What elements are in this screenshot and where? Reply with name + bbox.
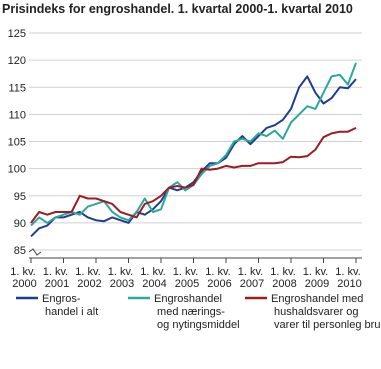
y-tick-label: 125: [8, 28, 26, 40]
legend-label: Engroshandel med nærings- og nytingsmidd…: [154, 293, 240, 331]
x-tick-label: 1. kv. 2006: [204, 266, 232, 290]
series-line: [30, 75, 357, 238]
y-tick-label: 105: [8, 137, 26, 149]
y-tick-label: 120: [8, 55, 26, 67]
x-tick-label: 1. kv. 2002: [74, 266, 102, 290]
x-tick-label: 1. kv. 2005: [172, 266, 200, 290]
x-tick-label: 1. kv. 2003: [107, 266, 135, 290]
x-tick-label: 1. kv. 2010: [334, 266, 362, 290]
x-tick-label: 1. kv. 2004: [139, 266, 167, 290]
x-tick-label: 1. kv. 2008: [269, 266, 297, 290]
y-tick-label: 115: [8, 82, 26, 94]
x-tick-label: 1. kv. 2001: [42, 266, 70, 290]
chart-title: Prisindeks for engroshandel. 1. kvartal …: [2, 2, 353, 16]
y-tick-label: 100: [8, 164, 26, 176]
legend-label: Engros- handel i alt: [42, 293, 98, 318]
legend-label: Engroshandel med hushaldsvarer og varer …: [271, 293, 381, 331]
x-tick-label: 1. kv. 2000: [9, 266, 37, 290]
axis-break: [28, 248, 42, 256]
y-tick-label: 85: [14, 245, 26, 257]
y-tick-label: 90: [14, 218, 26, 230]
x-tick-label: 1. kv. 2009: [302, 266, 330, 290]
series-line: [30, 126, 357, 224]
y-tick-label: 95: [14, 191, 26, 203]
y-tick-label: 110: [8, 109, 26, 121]
x-tick-label: 1. kv. 2007: [237, 266, 265, 290]
